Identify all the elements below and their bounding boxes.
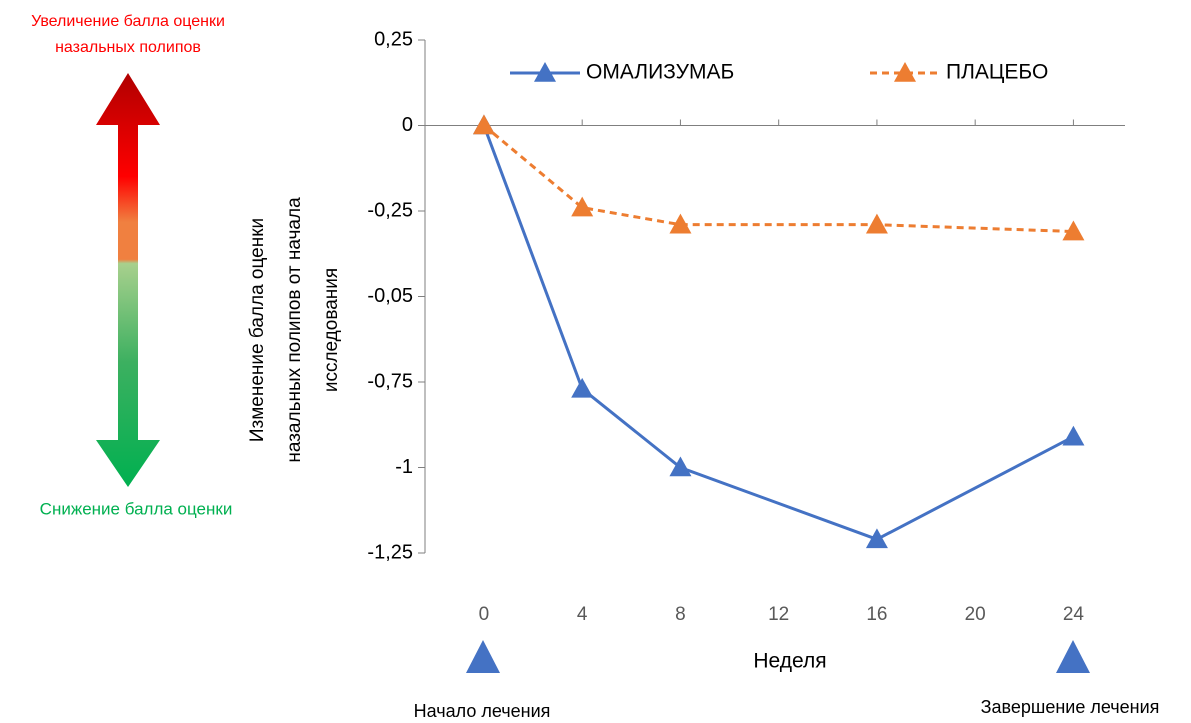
point-marker	[472, 114, 495, 135]
point-marker	[865, 213, 888, 234]
y-axis-label: исследования	[321, 268, 342, 392]
y-tick-label: -1	[395, 456, 413, 478]
x-tick-label: 20	[965, 604, 986, 625]
series-line	[482, 124, 1074, 234]
y-tick-label: -1,25	[367, 541, 413, 563]
series-line	[482, 124, 1075, 541]
y-tick-label: -0,05	[367, 285, 413, 307]
y-tick-label: 0,25	[374, 28, 413, 50]
y-axis-label: назальных полипов от начала	[284, 197, 305, 463]
x-tick-label: 24	[1063, 604, 1085, 625]
point-marker	[571, 377, 594, 398]
legend-marker	[534, 62, 556, 82]
start-marker	[466, 640, 500, 673]
x-tick-label: 4	[577, 604, 588, 625]
end-label: Завершение лечения	[981, 697, 1160, 717]
y-tick-label: -0,75	[367, 370, 413, 392]
x-tick-label: 16	[866, 604, 887, 625]
x-tick-label: 8	[675, 604, 686, 625]
y-axis-label: Изменение балла оценки	[247, 218, 268, 442]
x-axis-label: Неделя	[753, 650, 826, 673]
point-marker	[1062, 220, 1085, 241]
point-marker	[571, 196, 594, 217]
end-marker	[1056, 640, 1090, 673]
legend-label: ПЛАЦЕБО	[946, 61, 1048, 84]
increase-label: Увеличение балла оценки	[31, 13, 225, 30]
point-marker	[865, 528, 888, 549]
direction-arrow	[96, 73, 160, 487]
start-label: Начало лечения	[414, 701, 551, 721]
point-marker	[669, 213, 692, 234]
y-tick-label: 0	[402, 114, 413, 136]
x-tick-label: 0	[479, 604, 490, 625]
increase-label: назальных полипов	[55, 39, 201, 56]
legend-label: ОМАЛИЗУМАБ	[586, 61, 734, 84]
legend-marker	[894, 62, 916, 82]
y-tick-label: -0,25	[367, 199, 413, 221]
x-tick-label: 12	[768, 604, 789, 625]
point-marker	[669, 456, 692, 477]
point-marker	[1062, 425, 1085, 446]
decrease-label: Снижение балла оценки	[40, 499, 233, 518]
